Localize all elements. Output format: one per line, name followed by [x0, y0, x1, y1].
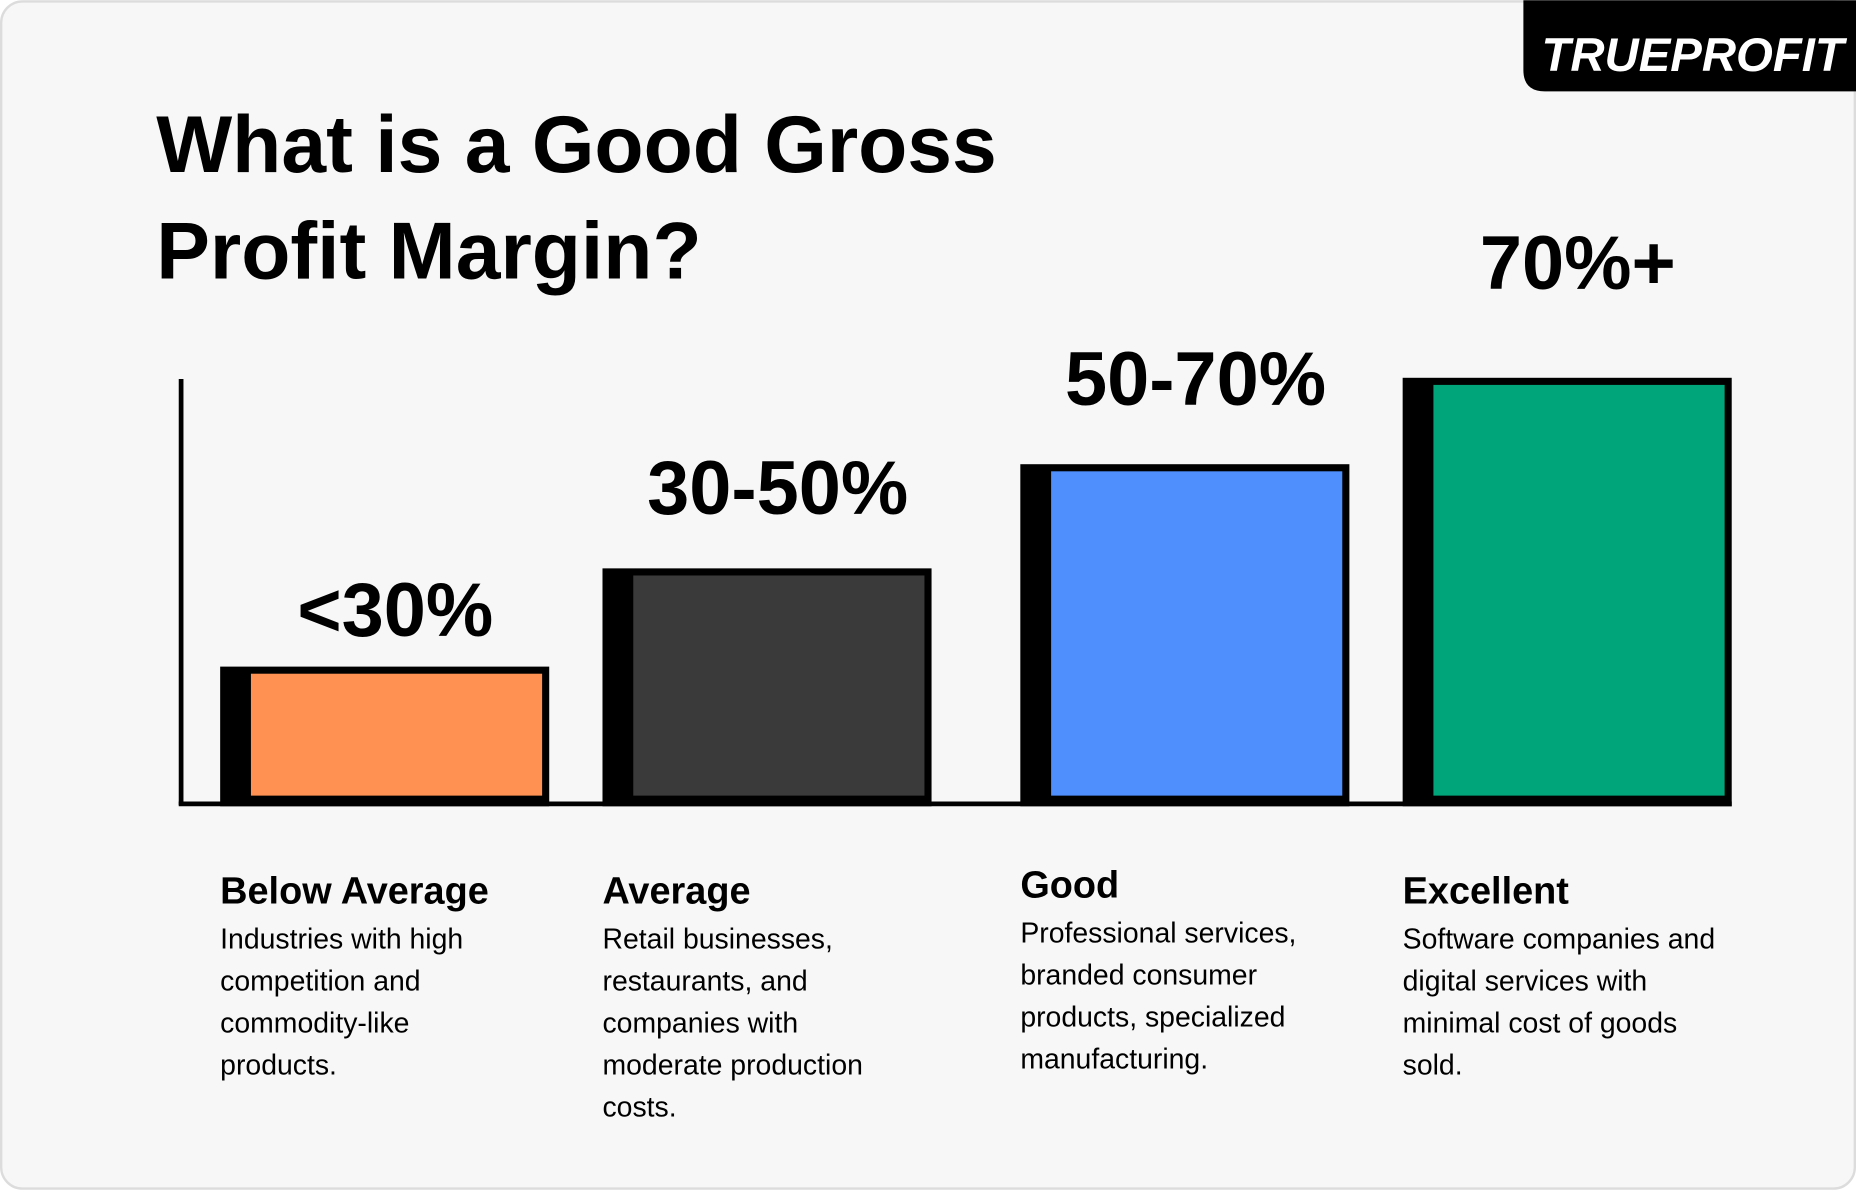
tier-description: costs. [602, 1091, 676, 1123]
tier-description: manufacturing. [1020, 1043, 1208, 1075]
tier-description: commodity-like [220, 1007, 409, 1039]
bar [1051, 471, 1343, 796]
tier-description: sold. [1403, 1049, 1463, 1081]
tier-description: Professional services, [1020, 917, 1296, 949]
tier-description: Software companies and [1403, 923, 1715, 955]
tier-label: Excellent [1403, 870, 1570, 912]
tier-label: Average [602, 870, 750, 912]
tier-description: branded consumer [1020, 959, 1257, 991]
tier-description: Retail businesses, [602, 923, 832, 955]
bar [250, 673, 543, 796]
tier-label: Below Average [220, 870, 489, 912]
tier-description: products, specialized [1020, 1001, 1285, 1033]
range-label: 70%+ [1480, 221, 1676, 306]
tier-description: digital services with [1403, 965, 1648, 997]
tier-description: products. [220, 1049, 337, 1081]
title-line: What is a Good Gross [156, 100, 997, 190]
tier-description: restaurants, and [602, 965, 807, 997]
tier-description: moderate production [602, 1049, 862, 1081]
tier-description: companies with [602, 1007, 798, 1039]
title-line: Profit Margin? [156, 206, 701, 296]
tier-description: competition and [220, 965, 420, 997]
tiers: <30% Below Average Industries with high com… [220, 221, 1732, 1123]
tier-label: Good [1020, 864, 1119, 906]
tier-description: minimal cost of goods [1403, 1007, 1678, 1039]
tier-description: Industries with high [220, 923, 463, 955]
range-label: <30% [297, 568, 493, 653]
logo: TRUEPROFIT [1541, 29, 1847, 82]
range-label: 30-50% [647, 446, 908, 531]
bar [1433, 384, 1725, 796]
logo-tab [1523, 0, 1856, 92]
range-label: 50-70% [1065, 337, 1326, 422]
bar [633, 575, 925, 796]
